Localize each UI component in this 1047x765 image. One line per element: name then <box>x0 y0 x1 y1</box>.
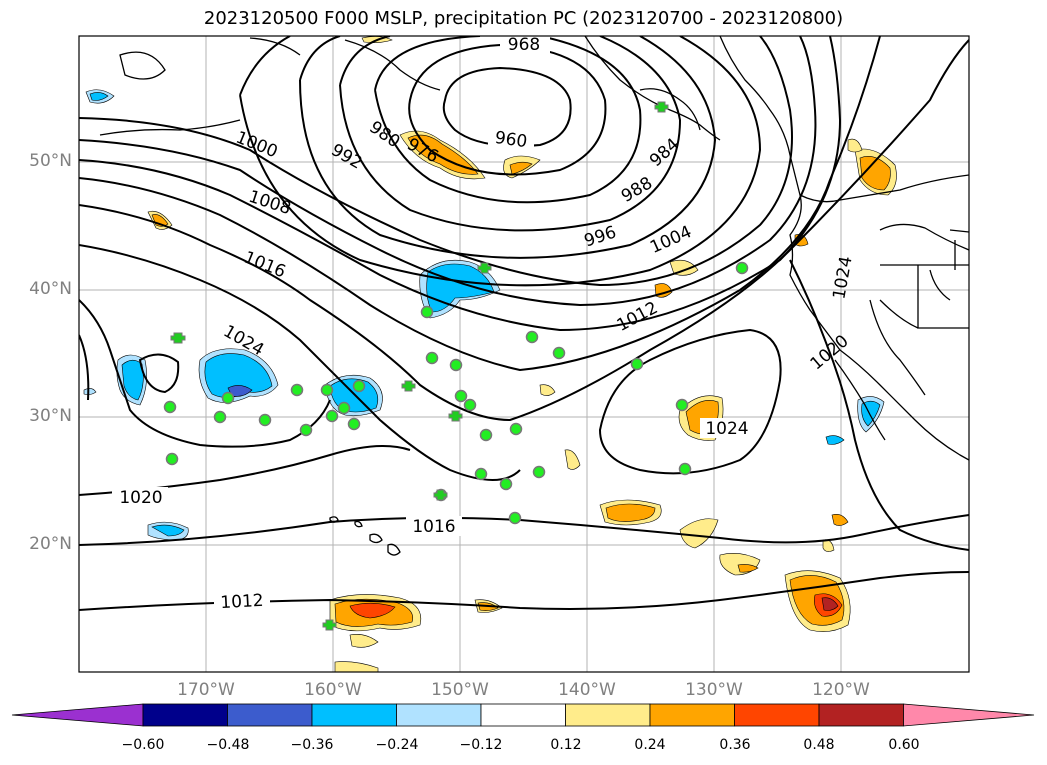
station-markers <box>163 261 749 525</box>
contour-label: 1016 <box>241 248 289 283</box>
contour-label: 988 <box>618 173 656 207</box>
colorbar-tick-label: −0.60 <box>121 737 165 753</box>
colorbar <box>11 703 1035 727</box>
contour-label: 1012 <box>220 591 264 613</box>
map-title: 2023120500 F000 MSLP, precipitation PC (… <box>203 8 844 29</box>
lon-label-170w: 170°W <box>177 680 235 700</box>
contour-label: 1020 <box>119 488 162 508</box>
station-plus-markers <box>170 101 669 631</box>
contour-label: 1012 <box>614 298 662 336</box>
colorbar-tick-label: 0.24 <box>634 737 666 753</box>
colorbar-tick-label: −0.36 <box>290 737 334 753</box>
colorbar-segment <box>311 703 397 727</box>
contour-label: 1024 <box>705 419 748 439</box>
colorbar-segment <box>734 703 820 727</box>
colorbar-segment <box>227 703 313 727</box>
contour-label: 1024 <box>829 255 856 301</box>
lat-label-20n: 20°N <box>29 534 72 554</box>
colorbar-segment <box>480 703 566 727</box>
isobars <box>79 36 969 611</box>
lon-label-160w: 160°W <box>304 680 362 700</box>
colorbar-segment <box>649 703 735 727</box>
hawaiian-islands <box>329 516 401 556</box>
precip-negative <box>83 89 885 541</box>
colorbar-tick-label: 0.36 <box>719 737 751 753</box>
colorbar-tick-label: 0.60 <box>888 737 920 753</box>
colorbar-segment <box>396 703 482 727</box>
map-frame <box>78 35 970 673</box>
lat-label-30n: 30°N <box>29 406 72 426</box>
contour-labels: 968 960 976 980 984 988 992 996 1000 100… <box>112 35 857 613</box>
lat-label-40n: 40°N <box>29 279 72 299</box>
colorbar-extend-high <box>903 703 1035 727</box>
lon-label-130w: 130°W <box>685 680 743 700</box>
lat-label-50n: 50°N <box>29 151 72 171</box>
colorbar-tick-label: −0.24 <box>375 737 419 753</box>
contour-label: 1020 <box>807 331 853 374</box>
colorbar-segment <box>142 703 228 727</box>
colorbar-segment <box>565 703 651 727</box>
contour-label: 1016 <box>412 517 455 537</box>
contour-label: 960 <box>494 128 529 152</box>
colorbar-tick-label: 0.12 <box>550 737 582 753</box>
lon-label-150w: 150°W <box>431 680 489 700</box>
colorbar-tick-label: −0.48 <box>206 737 250 753</box>
colorbar-tick-label: −0.12 <box>459 737 503 753</box>
contour-label: 1000 <box>233 128 281 163</box>
coastlines <box>99 36 969 461</box>
colorbar-tick-label: 0.48 <box>803 737 835 753</box>
colorbar-segment <box>818 703 904 727</box>
colorbar-extend-low <box>11 703 144 727</box>
lon-label-120w: 120°W <box>812 680 870 700</box>
contour-label: 968 <box>508 35 540 55</box>
lon-label-140w: 140°W <box>558 680 616 700</box>
